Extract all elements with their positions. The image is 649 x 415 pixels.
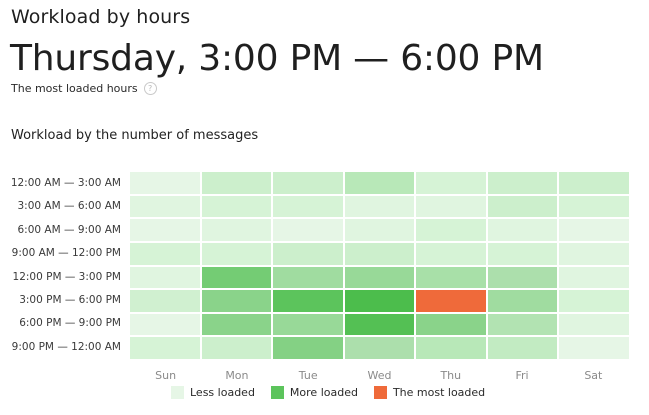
help-icon[interactable]: ? <box>143 82 157 95</box>
heatmap-cell-mon-5[interactable] <box>201 290 272 312</box>
heatmap-cell-fri-4[interactable] <box>487 266 558 289</box>
heatmap-cell-tue-6[interactable] <box>273 313 343 336</box>
legend-swatch <box>373 386 387 399</box>
heatmap-cell-sat-2[interactable] <box>559 219 629 241</box>
column-label: Sun <box>155 369 177 382</box>
heatmap-cell-thu-4[interactable] <box>416 266 486 289</box>
column-label: Thu <box>440 369 462 382</box>
row-label: 3:00 PM — 6:00 PM <box>19 293 121 306</box>
row-labels: 12:00 AM — 3:00 AM 3:00 AM — 6:00 AM 6:00 … <box>0 172 121 359</box>
column-label: Fri <box>515 369 529 382</box>
heatmap-cell-thu-0[interactable] <box>416 172 486 194</box>
heatmap-cell-mon-0[interactable] <box>201 172 272 194</box>
legend-label: The most loaded <box>392 386 486 399</box>
peak-subtitle-text: The most loaded hours <box>11 82 138 95</box>
heatmap-cell-mon-1[interactable] <box>201 195 272 218</box>
heatmap-cell-wed-7[interactable] <box>344 337 415 359</box>
heatmap-cell-sat-4[interactable] <box>559 266 629 289</box>
page-title: Workload by hours <box>11 6 191 28</box>
heatmap-cell-fri-0[interactable] <box>487 172 558 194</box>
heatmap-cell-fri-2[interactable] <box>487 219 558 241</box>
row-label: 12:00 PM — 3:00 PM <box>12 270 121 283</box>
legend-label: More loaded <box>289 386 358 399</box>
heatmap-cell-thu-5[interactable] <box>416 290 486 312</box>
heatmap-cell-wed-5[interactable] <box>344 290 415 312</box>
heatmap-cell-thu-6[interactable] <box>416 313 486 336</box>
row-label: 6:00 AM — 9:00 AM <box>17 223 122 236</box>
column-label: Mon <box>225 369 249 382</box>
row-label: 9:00 AM — 12:00 PM <box>11 247 121 260</box>
heatmap-cell-fri-7[interactable] <box>487 337 558 359</box>
heatmap-cell-sat-5[interactable] <box>559 290 629 312</box>
legend-swatch <box>171 386 184 399</box>
heatmap-cell-tue-0[interactable] <box>273 172 343 194</box>
heatmap-cell-sun-7[interactable] <box>130 337 200 359</box>
heatmap-cell-sun-6[interactable] <box>130 313 200 336</box>
heatmap-cell-fri-3[interactable] <box>487 242 558 265</box>
legend-swatch <box>270 386 284 399</box>
heatmap-cell-mon-2[interactable] <box>201 219 272 241</box>
heatmap-cell-sat-7[interactable] <box>559 337 629 359</box>
heatmap-cell-thu-1[interactable] <box>416 195 486 218</box>
row-label: 6:00 PM — 9:00 PM <box>19 317 121 330</box>
legend-item: Less loaded <box>171 386 255 399</box>
heatmap-cell-thu-2[interactable] <box>416 219 486 241</box>
peak-time-range: Thursday, 3:00 PM — 6:00 PM <box>10 38 544 79</box>
heatmap-cell-sun-2[interactable] <box>130 219 200 241</box>
heatmap-cell-mon-6[interactable] <box>201 313 272 336</box>
heatmap-cell-sat-1[interactable] <box>559 195 629 218</box>
heatmap-cell-wed-2[interactable] <box>344 219 415 241</box>
heatmap-cell-tue-4[interactable] <box>273 266 343 289</box>
legend-item: More loaded <box>270 386 358 399</box>
heatmap-grid <box>130 172 629 359</box>
heatmap-cell-wed-0[interactable] <box>344 172 415 194</box>
heatmap-cell-sat-0[interactable] <box>559 172 629 194</box>
legend: Less loaded More loaded The most loaded <box>171 386 485 399</box>
heatmap-cell-fri-5[interactable] <box>487 290 558 312</box>
heatmap-cell-sun-0[interactable] <box>130 172 200 194</box>
heatmap-cell-sun-5[interactable] <box>130 290 200 312</box>
heatmap-cell-tue-5[interactable] <box>273 290 343 312</box>
column-labels: Sun Mon Tue Wed Thu Fri Sat <box>130 369 629 382</box>
heatmap-cell-sun-3[interactable] <box>130 242 200 265</box>
row-label: 9:00 PM — 12:00 AM <box>11 340 121 353</box>
heatmap-cell-tue-1[interactable] <box>273 195 343 218</box>
heatmap-cell-thu-3[interactable] <box>416 242 486 265</box>
section-title: Workload by the number of messages <box>11 128 259 143</box>
heatmap-cell-sun-1[interactable] <box>130 195 200 218</box>
column-label: Wed <box>367 369 392 382</box>
heatmap-cell-wed-4[interactable] <box>344 266 415 289</box>
heatmap-cell-fri-1[interactable] <box>487 195 558 218</box>
heatmap-cell-thu-7[interactable] <box>416 337 486 359</box>
legend-item: The most loaded <box>373 386 486 399</box>
row-label: 12:00 AM — 3:00 AM <box>10 177 121 189</box>
heatmap-cell-tue-7[interactable] <box>273 337 343 359</box>
heatmap-cell-mon-3[interactable] <box>201 242 272 265</box>
column-label: Tue <box>298 369 318 382</box>
legend-label: Less loaded <box>190 386 255 399</box>
heatmap-cell-sun-4[interactable] <box>130 266 200 289</box>
column-label: Sat <box>584 369 603 382</box>
heatmap-cell-tue-2[interactable] <box>273 219 343 241</box>
peak-subtitle: The most loaded hours ? <box>11 82 157 95</box>
heatmap-cell-mon-4[interactable] <box>201 266 272 289</box>
heatmap-cell-wed-1[interactable] <box>344 195 415 218</box>
heatmap-cell-wed-3[interactable] <box>344 242 415 265</box>
heatmap-cell-wed-6[interactable] <box>344 313 415 336</box>
row-label: 3:00 AM — 6:00 AM <box>17 200 122 213</box>
heatmap-cell-fri-6[interactable] <box>487 313 558 336</box>
heatmap-cell-tue-3[interactable] <box>273 242 343 265</box>
heatmap-cell-mon-7[interactable] <box>201 337 272 359</box>
heatmap-cell-sat-6[interactable] <box>559 313 629 336</box>
heatmap-cell-sat-3[interactable] <box>559 242 629 265</box>
